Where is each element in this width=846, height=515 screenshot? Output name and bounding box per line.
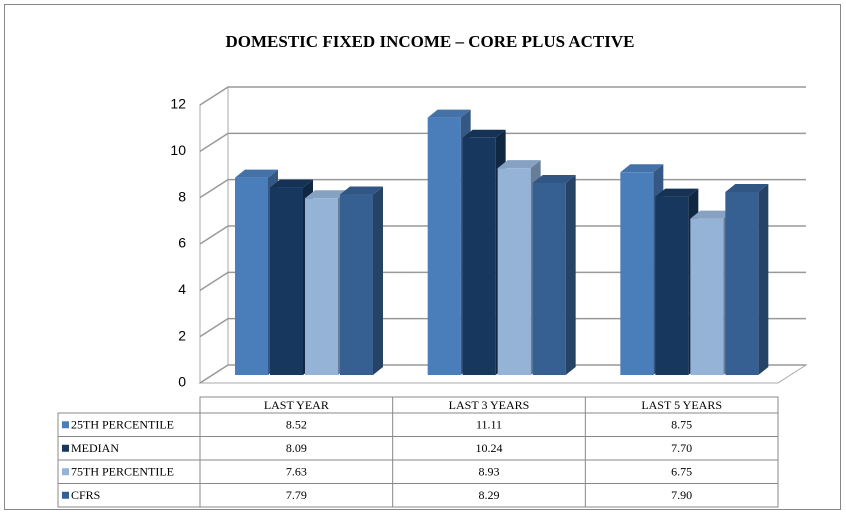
- y-tick-label: 10: [170, 142, 186, 158]
- table-value: 8.93: [479, 465, 500, 479]
- bar-side: [758, 183, 769, 375]
- table-value: 8.52: [286, 418, 307, 432]
- grid-line: [199, 178, 806, 199]
- bar: [270, 187, 303, 375]
- table-value: 8.09: [286, 441, 307, 455]
- bar-top: [462, 129, 506, 138]
- bar: [725, 191, 759, 375]
- x-tick-label: LAST 5 YEARS: [641, 398, 722, 412]
- bar: [497, 168, 531, 375]
- table-value: 8.29: [479, 488, 500, 502]
- bar-top: [427, 109, 471, 118]
- legend-key: [62, 444, 69, 452]
- bar: [462, 137, 496, 375]
- chart-title: DOMESTIC FIXED INCOME – CORE PLUS ACTIVE: [226, 32, 635, 51]
- bar-top: [235, 169, 278, 178]
- bar-top: [725, 183, 769, 192]
- table-value: 7.70: [671, 441, 692, 455]
- y-tick-label: 0: [178, 374, 186, 390]
- grid-line: [199, 317, 806, 338]
- bar: [655, 196, 689, 375]
- legend-label: 25TH PERCENTILE: [71, 418, 174, 432]
- bar: [427, 117, 461, 375]
- x-tick-label: LAST 3 YEARS: [449, 398, 530, 412]
- bar-top: [532, 174, 576, 183]
- bar: [690, 218, 724, 375]
- bar-top: [340, 186, 383, 195]
- x-tick-label: LAST YEAR: [264, 398, 329, 412]
- table-value: 8.75: [671, 418, 692, 432]
- y-tick-label: 4: [178, 281, 186, 297]
- grid-line: [199, 132, 806, 152]
- y-tick-label: 2: [178, 327, 186, 343]
- bar: [532, 182, 566, 375]
- bar-top: [270, 179, 313, 188]
- legend-key: [62, 491, 69, 499]
- bar: [305, 198, 338, 375]
- legend-key: [62, 421, 69, 429]
- bar-top: [690, 210, 734, 219]
- grid-line: [199, 86, 806, 106]
- grid-line: [199, 364, 806, 384]
- legend-key: [62, 468, 69, 476]
- grid-line: [199, 225, 806, 245]
- bar: [620, 172, 654, 375]
- bar-side: [373, 186, 383, 375]
- bar-side: [565, 174, 576, 375]
- table-value: 7.79: [286, 488, 307, 502]
- table-value: 7.63: [286, 465, 307, 479]
- legend-label: CFRS: [71, 488, 100, 502]
- table-value: 11.11: [476, 418, 502, 432]
- y-tick-label: 8: [178, 188, 186, 204]
- bar: [340, 194, 373, 375]
- bar: [235, 177, 268, 375]
- bar-top: [620, 164, 664, 173]
- bar-top: [497, 160, 541, 169]
- y-tick-label: 6: [178, 235, 186, 251]
- bar-top: [655, 188, 699, 197]
- grid-line: [199, 271, 806, 291]
- bar-top: [305, 190, 348, 199]
- y-tick-label: 12: [170, 96, 186, 112]
- legend-label: MEDIAN: [71, 441, 119, 455]
- table-value: 6.75: [671, 465, 692, 479]
- table-value: 10.24: [476, 441, 503, 455]
- table-value: 7.90: [671, 488, 692, 502]
- legend-label: 75TH PERCENTILE: [71, 465, 174, 479]
